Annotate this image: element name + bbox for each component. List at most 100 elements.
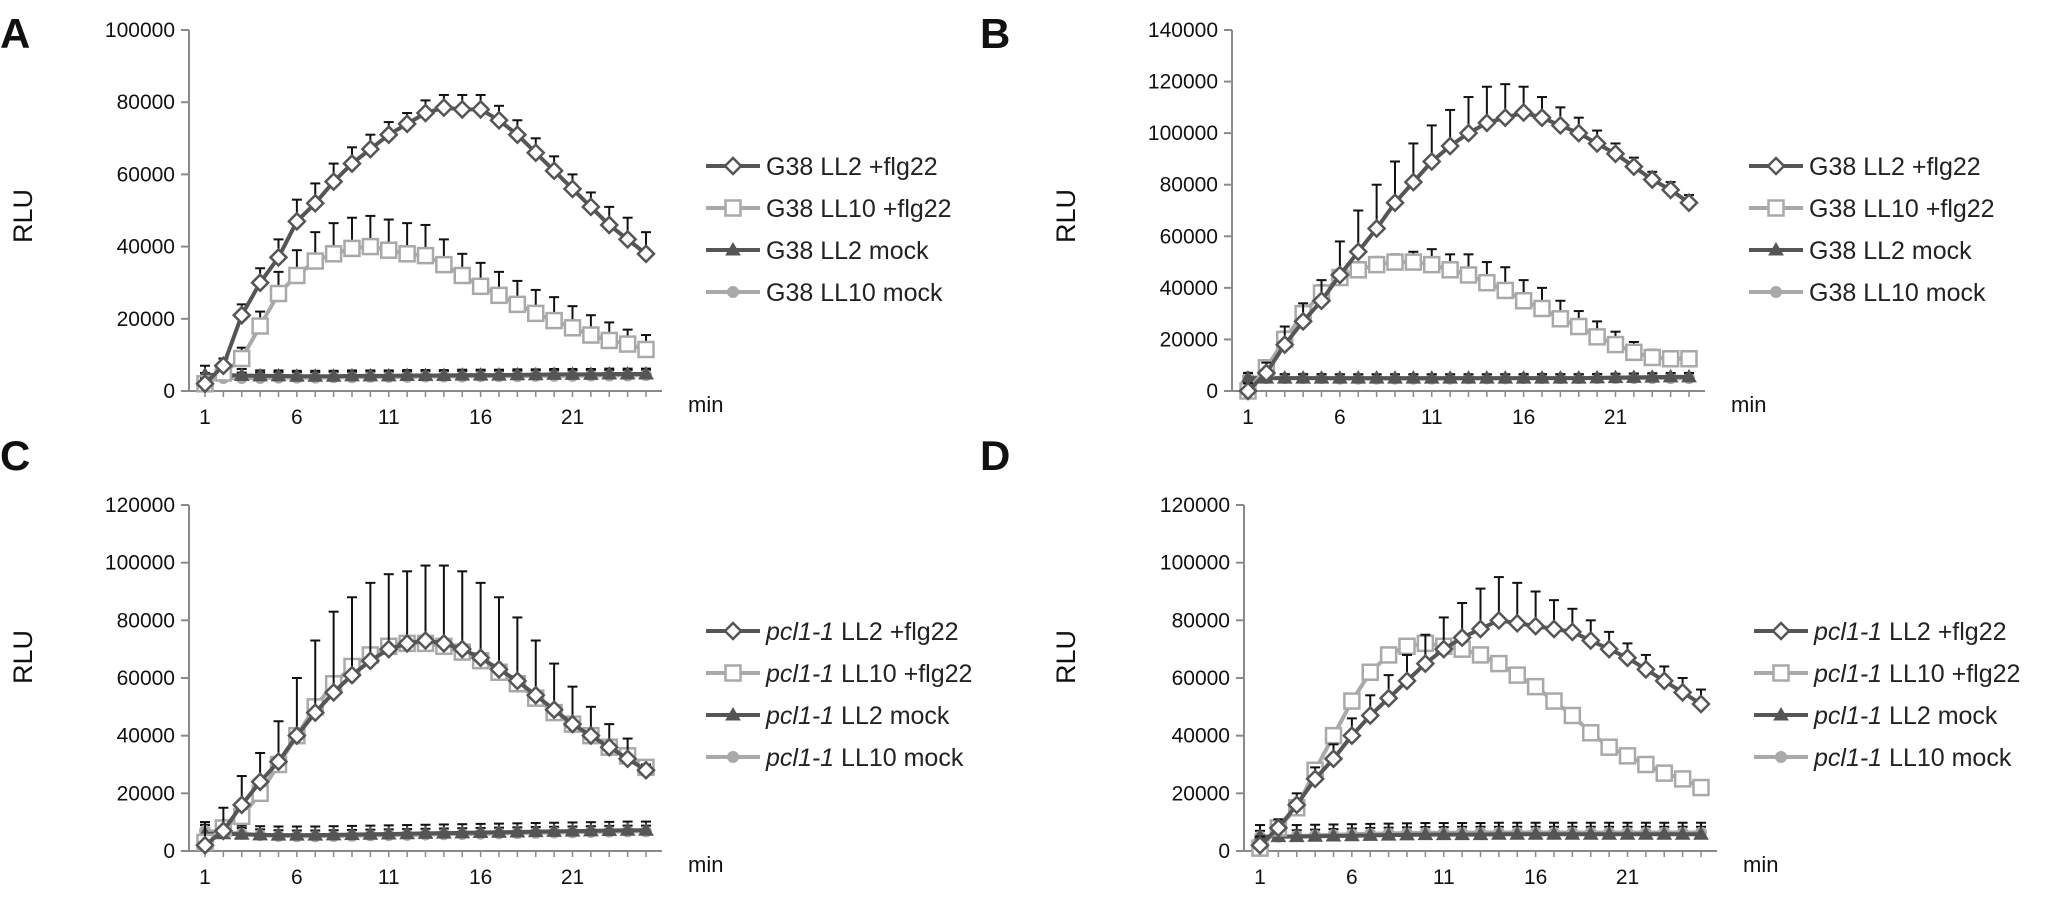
data-point-triangle: [1295, 370, 1311, 384]
data-point-triangle: [307, 827, 324, 841]
data-point-diamond: [1293, 311, 1313, 332]
data-point-diamond: [1366, 218, 1387, 239]
legend-label-genotype: pcl1-1: [765, 702, 834, 730]
data-point-diamond: [544, 699, 564, 720]
x-tick-label: 11: [1433, 866, 1455, 889]
data-point-triangle: [325, 368, 342, 382]
data-point-square: [1404, 253, 1423, 271]
y-tick-label: 20000: [1172, 782, 1230, 805]
data-point-diamond: [397, 114, 417, 134]
data-point-triangle: [1399, 826, 1415, 841]
y-tick-label: 100000: [105, 19, 175, 42]
series-1: [1250, 576, 1711, 856]
data-point-diamond: [1550, 115, 1571, 136]
legend-label-genotype: pcl1-1: [765, 618, 834, 646]
series-2: [1251, 634, 1710, 857]
data-point-diamond: [1458, 123, 1479, 143]
x-tick-label: 21: [1604, 406, 1627, 429]
data-point-triangle: [1313, 370, 1330, 384]
data-point-triangle: [399, 825, 415, 840]
data-point-triangle: [1681, 368, 1697, 383]
legend-label-treatment: LL2 mock: [1856, 237, 1972, 265]
data-point-square: [453, 266, 471, 285]
data-point-diamond: [1268, 818, 1289, 838]
data-point-triangle: [1472, 826, 1489, 841]
data-point-triangle: [1619, 826, 1636, 840]
data-point-triangle: [1638, 826, 1654, 840]
panel-letter: A: [0, 10, 30, 57]
data-point-triangle: [1497, 370, 1514, 384]
y-tick-label: 120000: [1148, 71, 1218, 94]
data-point-square: [1692, 778, 1710, 797]
data-point-diamond: [525, 142, 546, 163]
data-point-diamond: [378, 124, 399, 145]
x-axis-unit: min: [688, 852, 723, 877]
x-tick-label: 21: [1616, 866, 1639, 889]
data-point-diamond: [195, 835, 215, 856]
data-point-triangle: [454, 824, 471, 839]
y-tick-label: 0: [1206, 380, 1218, 403]
data-point-triangle: [1589, 369, 1605, 384]
y-tick-label: 80000: [117, 609, 175, 632]
data-point-square: [1625, 343, 1643, 362]
data-point-diamond: [1433, 639, 1454, 659]
data-point-triangle: [1344, 827, 1360, 842]
data-point-diamond: [452, 639, 473, 659]
data-point-triangle: [1362, 827, 1379, 841]
legend-label-genotype: pcl1-1: [1813, 618, 1882, 646]
panel-letter: D: [980, 432, 1010, 479]
y-tick-label: 20000: [1160, 328, 1218, 351]
data-point-triangle: [1582, 826, 1599, 840]
legend-label-treatment: LL10 mock: [1882, 744, 2012, 772]
data-point-diamond: [1342, 725, 1362, 746]
data-point-square: [1606, 335, 1625, 354]
data-point-triangle: [1368, 370, 1385, 384]
data-point-triangle: [638, 822, 654, 836]
y-tick-label: 20000: [117, 308, 175, 331]
legend-label-genotype: G38: [1809, 237, 1856, 265]
data-point-diamond: [617, 229, 638, 250]
data-point-square: [1343, 692, 1361, 710]
legend-marker-square: [1772, 664, 1790, 682]
data-point-diamond: [213, 821, 234, 841]
data-point-square: [508, 295, 527, 314]
legend-label-genotype: G38: [766, 237, 813, 265]
data-point-diamond: [1495, 107, 1516, 128]
legend-label: pcl1-1 LL2 +flg22: [1813, 618, 2007, 646]
data-point-diamond: [213, 355, 234, 376]
data-point-diamond: [287, 725, 307, 746]
x-tick-label: 16: [1524, 866, 1547, 889]
data-point-square: [324, 245, 343, 263]
x-tick-label: 1: [1242, 406, 1254, 429]
data-point-diamond: [1489, 610, 1509, 631]
data-point-triangle: [1276, 370, 1293, 384]
legend-marker-square: [724, 664, 742, 682]
data-point-triangle: [472, 367, 489, 381]
legend-marker-diamond: [1766, 156, 1786, 176]
data-point-diamond: [1580, 630, 1601, 651]
data-point-diamond: [1360, 705, 1381, 726]
data-point-square: [563, 319, 582, 337]
data-point-triangle: [233, 826, 250, 840]
x-tick-label: 6: [291, 866, 303, 889]
data-point-square: [306, 252, 324, 270]
data-point-triangle: [527, 823, 544, 838]
data-point-diamond: [1330, 265, 1350, 285]
data-point-triangle: [601, 366, 618, 380]
legend-marker-triangle: [1773, 707, 1789, 721]
data-point-square: [288, 266, 306, 285]
data-point-square: [251, 317, 269, 335]
legend-label-treatment: LL2 mock: [1882, 702, 1998, 730]
x-tick-label: 21: [561, 406, 584, 429]
x-tick-label: 11: [378, 866, 400, 889]
data-point-diamond: [1513, 102, 1534, 123]
legend-label-treatment: LL2 +flg22: [1882, 618, 2006, 646]
data-point-diamond: [1238, 381, 1258, 401]
x-tick-label: 6: [1334, 406, 1346, 429]
data-point-triangle: [325, 826, 342, 841]
x-tick-label: 1: [199, 866, 211, 889]
data-point-triangle: [436, 825, 452, 839]
data-point-diamond: [1532, 107, 1552, 128]
legend-label-treatment: LL2 +flg22: [1856, 153, 1980, 181]
